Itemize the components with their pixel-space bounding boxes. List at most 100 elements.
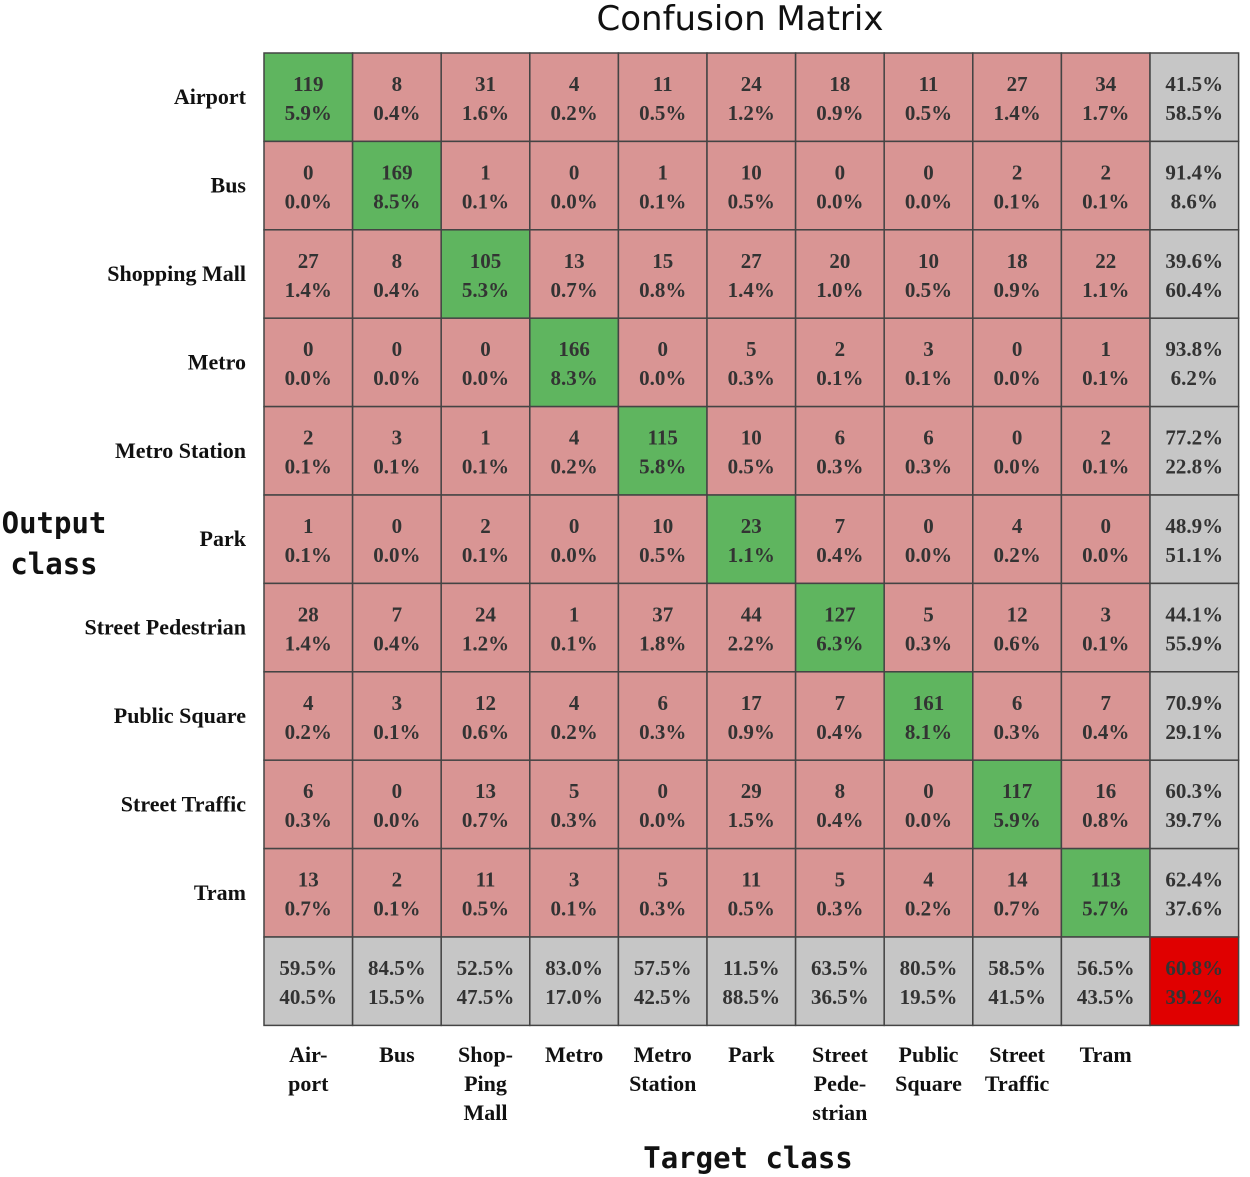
matrix-cell — [794, 140, 885, 231]
row-summary-value-line-1: 93.8% — [1165, 337, 1223, 361]
matrix-cell — [883, 405, 974, 496]
matrix-cell — [263, 494, 354, 585]
row-summary-cell — [1149, 759, 1240, 850]
cell-value-line-2: 1.1% — [1082, 278, 1129, 302]
column-summary-cell — [351, 936, 442, 1027]
cell-value-line-1: 8 — [392, 72, 403, 96]
cell-value-line-1: 0 — [569, 514, 580, 538]
cell-value-line-2: 0.0% — [462, 366, 509, 390]
cell-value-line-1: 37 — [652, 602, 673, 626]
matrix-cell — [794, 317, 885, 408]
cell-value-line-1: 20 — [829, 249, 850, 273]
cell-value-line-1: 22 — [1095, 249, 1116, 273]
row-summary-cell — [1149, 847, 1240, 938]
cell-value-line-1: 113 — [1091, 868, 1121, 892]
cell-value-line-2: 0.2% — [993, 543, 1040, 567]
cell-value-line-2: 0.5% — [905, 278, 952, 302]
matrix-cell — [617, 582, 708, 673]
cell-value-line-1: 6 — [1012, 691, 1023, 715]
column-label-line: Street — [989, 1042, 1045, 1067]
matrix-cell — [440, 52, 531, 143]
overall-accuracy-value-line-2: 39.2% — [1165, 985, 1223, 1009]
matrix-cell — [1060, 582, 1151, 673]
matrix-cell — [1060, 494, 1151, 585]
cell-value-line-2: 8.3% — [550, 366, 597, 390]
matrix-cell — [263, 229, 354, 319]
cell-value-line-1: 10 — [741, 160, 762, 184]
cell-value-line-2: 0.0% — [550, 543, 597, 567]
cell-value-line-1: 166 — [558, 337, 590, 361]
cell-value-line-1: 5 — [569, 779, 580, 803]
cell-value-line-1: 5 — [835, 868, 846, 892]
cell-value-line-2: 0.2% — [285, 720, 332, 744]
cell-value-line-1: 2 — [303, 426, 314, 450]
cell-value-line-1: 2 — [1100, 426, 1111, 450]
cell-value-line-2: 2.2% — [728, 631, 775, 655]
cell-value-line-2: 1.8% — [639, 631, 686, 655]
matrix-cell — [1060, 671, 1151, 761]
column-labels: Air-port Bus Shop- Ping Mall Metro Metro Statio… — [288, 1042, 1132, 1125]
cell-value-line-2: 0.3% — [728, 366, 775, 390]
cell-value-line-1: 127 — [824, 602, 856, 626]
row-summary-value-line-2: 37.6% — [1165, 897, 1223, 921]
column-label-line: Metro — [634, 1042, 692, 1067]
matrix-cell — [529, 140, 620, 231]
cell-value-line-2: 0.0% — [373, 366, 420, 390]
cell-value-line-2: 0.1% — [1082, 189, 1129, 213]
cell-value-line-2: 0.9% — [816, 101, 863, 125]
cell-value-line-1: 12 — [475, 691, 496, 715]
cell-value-line-2: 0.7% — [462, 808, 509, 832]
cell-value-line-1: 10 — [918, 249, 939, 273]
matrix-cell — [794, 582, 885, 673]
column-summary-value-line-1: 58.5% — [988, 956, 1046, 980]
cell-value-line-2: 0.3% — [285, 808, 332, 832]
matrix-cell — [794, 229, 885, 319]
column-summary-value-line-1: 59.5% — [279, 956, 337, 980]
column-summary-value-line-1: 63.5% — [811, 956, 869, 980]
column-summary-value-line-2: 41.5% — [988, 985, 1046, 1009]
matrix-cell — [794, 671, 885, 761]
matrix-cell — [263, 671, 354, 761]
matrix-cell — [1060, 847, 1151, 938]
matrix-cell — [972, 671, 1063, 761]
cell-value-line-2: 0.4% — [816, 543, 863, 567]
matrix-cell — [351, 494, 442, 585]
cell-value-line-1: 44 — [741, 602, 763, 626]
cell-value-line-2: 0.5% — [639, 543, 686, 567]
cell-value-line-2: 0.3% — [639, 897, 686, 921]
cell-value-line-2: 0.6% — [993, 631, 1040, 655]
cell-value-line-1: 0 — [392, 779, 403, 803]
cell-value-line-1: 0 — [480, 337, 491, 361]
matrix-cell — [440, 759, 531, 850]
cell-value-line-2: 0.1% — [285, 543, 332, 567]
matrix-cell — [529, 759, 620, 850]
matrix-cell — [706, 405, 797, 496]
cell-value-line-2: 5.3% — [462, 278, 509, 302]
matrix-cell — [1060, 759, 1151, 850]
cell-value-line-2: 1.2% — [462, 631, 509, 655]
cell-value-line-2: 0.3% — [816, 897, 863, 921]
matrix-cell — [351, 582, 442, 673]
cell-value-line-2: 0.1% — [905, 366, 952, 390]
row-summary-value-line-1: 60.3% — [1165, 779, 1223, 803]
cell-value-line-2: 0.8% — [1082, 808, 1129, 832]
cell-value-line-2: 1.2% — [728, 101, 775, 125]
cell-value-line-2: 1.5% — [728, 808, 775, 832]
matrix-cell — [972, 317, 1063, 408]
matrix-cell — [706, 140, 797, 231]
cell-value-line-2: 6.3% — [816, 631, 863, 655]
column-summary-cell — [794, 936, 885, 1027]
cell-value-line-2: 0.3% — [550, 808, 597, 832]
matrix-cell — [972, 140, 1063, 231]
column-summary-cell — [263, 936, 354, 1027]
cell-value-line-1: 12 — [1007, 602, 1028, 626]
cell-value-line-1: 2 — [1100, 160, 1111, 184]
matrix-cell — [972, 405, 1063, 496]
cell-value-line-2: 0.0% — [550, 189, 597, 213]
cell-value-line-1: 6 — [303, 779, 314, 803]
cell-value-line-2: 0.4% — [1082, 720, 1129, 744]
cell-value-line-1: 8 — [392, 249, 403, 273]
matrix-cell — [529, 317, 620, 408]
cell-value-line-2: 0.2% — [905, 897, 952, 921]
cell-value-line-1: 0 — [303, 160, 314, 184]
